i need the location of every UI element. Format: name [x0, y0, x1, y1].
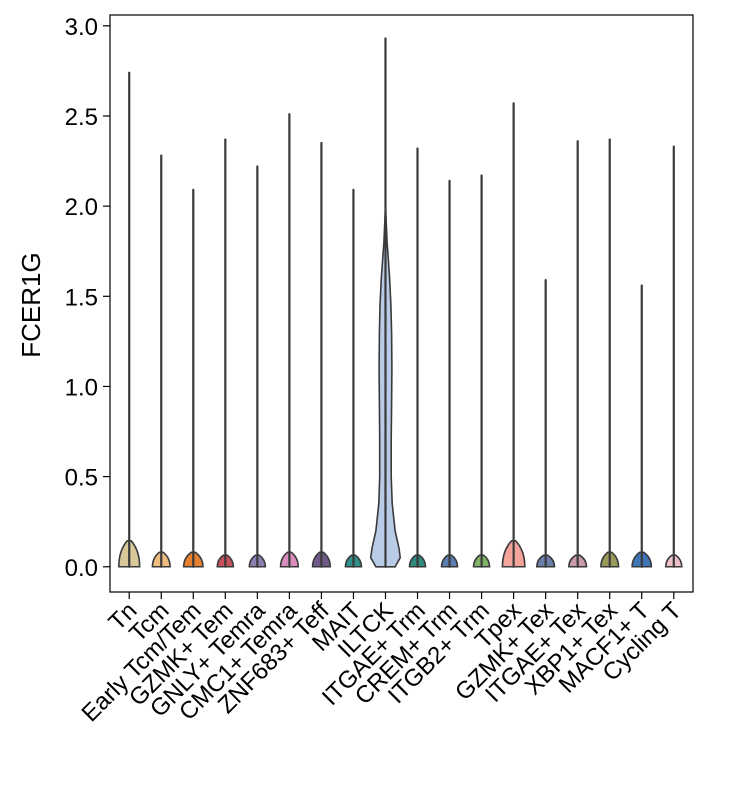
- y-tick-label: 1.5: [65, 284, 98, 311]
- y-tick-label: 3.0: [65, 14, 98, 41]
- y-tick-label: 0.5: [65, 465, 98, 492]
- y-tick-label: 2.5: [65, 104, 98, 131]
- y-axis: 0.0 0.5 1.0 1.5 2.0 2.5 3.0: [65, 14, 110, 582]
- y-tick-label: 2.0: [65, 194, 98, 221]
- y-axis-label: FCER1G: [16, 252, 46, 357]
- plot-frame: [109, 14, 694, 593]
- y-tick-label: 1.0: [65, 374, 98, 401]
- y-tick-label: 0.0: [65, 555, 98, 582]
- violins-layer: [118, 37, 683, 568]
